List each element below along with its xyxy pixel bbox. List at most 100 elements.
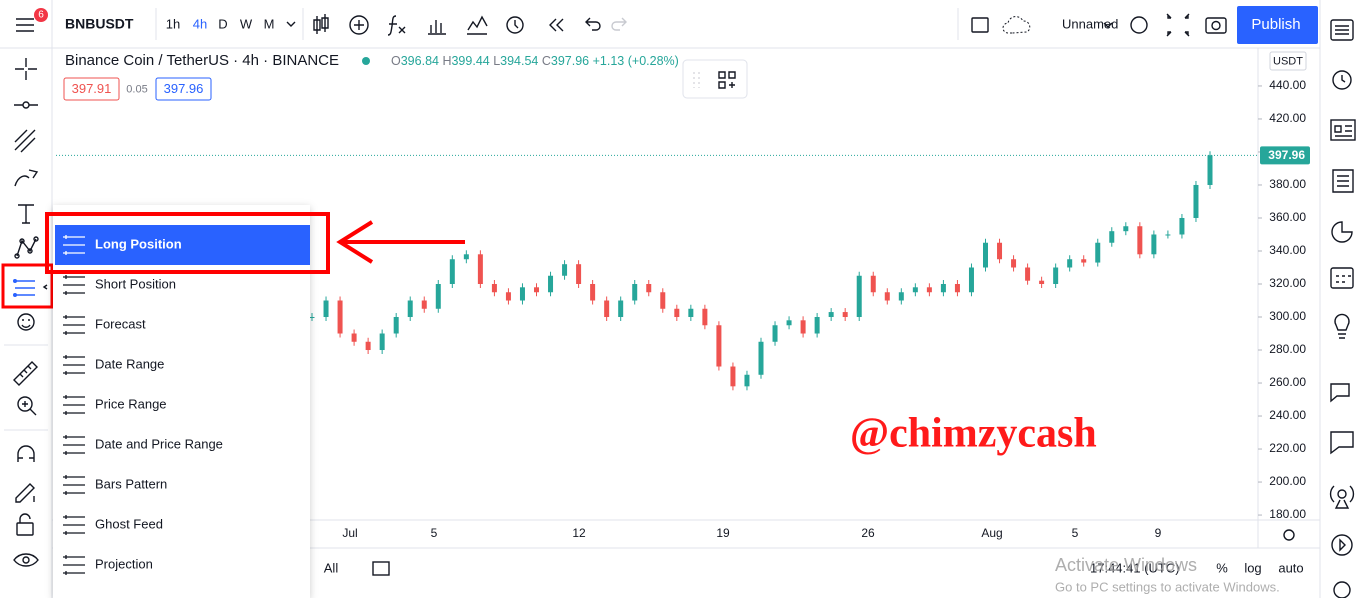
interval[interactable]: D bbox=[218, 16, 227, 31]
menu-item-active bbox=[55, 225, 310, 265]
ask-box[interactable] bbox=[155, 77, 212, 101]
ohlc-key: H bbox=[442, 54, 451, 68]
candle-body bbox=[1067, 259, 1073, 268]
candle-body bbox=[393, 317, 399, 334]
interval-active[interactable]: 4h bbox=[193, 16, 207, 31]
candle-body bbox=[898, 292, 904, 301]
y-tick-label: 420.00 bbox=[1269, 111, 1306, 125]
menu-item-icon bbox=[63, 435, 85, 455]
auto-toggle[interactable]: auto bbox=[1278, 560, 1303, 575]
candle-body bbox=[379, 333, 385, 351]
toolbar-icons[interactable] bbox=[313, 14, 627, 36]
menu-item-icon bbox=[63, 235, 85, 255]
bid-box[interactable] bbox=[63, 77, 120, 101]
menu-item[interactable]: Price Range bbox=[95, 396, 167, 411]
left-toolbar-icons[interactable] bbox=[4, 58, 48, 567]
candle-body bbox=[1193, 184, 1199, 218]
candle-body bbox=[365, 341, 371, 351]
candle-body bbox=[814, 317, 820, 334]
candle-body bbox=[519, 287, 525, 301]
range-all[interactable]: All bbox=[324, 560, 339, 575]
floating-toolbar[interactable] bbox=[682, 59, 748, 99]
currency-box bbox=[1269, 51, 1307, 71]
x-tick-label: 5 bbox=[1072, 526, 1079, 540]
price-axis: 180.00 200.00 220.00 240.00 260.00 280.00 300.… bbox=[1258, 78, 1310, 521]
symbol[interactable]: BNBUSDT bbox=[65, 16, 134, 32]
log-toggle[interactable]: log bbox=[1244, 560, 1261, 575]
snapshot[interactable] bbox=[1205, 17, 1227, 34]
axis-settings[interactable] bbox=[1283, 529, 1295, 541]
ohlc-key: O bbox=[391, 54, 401, 68]
candle-body bbox=[968, 267, 974, 293]
candle-body bbox=[1207, 155, 1213, 185]
candle-body bbox=[702, 308, 708, 326]
menu-item[interactable]: Short Position bbox=[95, 276, 176, 291]
ohlc-value: 396.84 bbox=[401, 54, 439, 68]
candle-body bbox=[646, 284, 652, 293]
y-tick-label: 260.00 bbox=[1269, 375, 1306, 389]
candle-body bbox=[1123, 226, 1129, 232]
layout-toggle[interactable] bbox=[971, 17, 989, 33]
candle-body bbox=[828, 312, 834, 318]
candle-body bbox=[870, 275, 876, 293]
top-bar bbox=[0, 0, 1320, 48]
interval-dropdown[interactable] bbox=[286, 21, 296, 27]
interval[interactable]: M bbox=[264, 16, 275, 31]
menu-item[interactable]: Long Position bbox=[95, 236, 182, 251]
interval[interactable]: W bbox=[240, 16, 253, 31]
menu-item-icon bbox=[63, 515, 85, 535]
menu-item[interactable]: Date Range bbox=[95, 356, 164, 371]
y-tick-label: 440.00 bbox=[1269, 78, 1306, 92]
menu-item[interactable]: Date and Price Range bbox=[95, 436, 223, 451]
settings[interactable] bbox=[1130, 16, 1148, 34]
candle-body bbox=[1165, 234, 1171, 236]
candle-body bbox=[337, 300, 343, 334]
menu-item-icon bbox=[63, 475, 85, 495]
menu-item[interactable]: Projection bbox=[95, 556, 153, 571]
layout-name[interactable]: Unnamed bbox=[1062, 16, 1118, 31]
notification-badge bbox=[34, 8, 48, 22]
os-notice-text: Go to PC settings to activate Windows. bbox=[1055, 579, 1280, 594]
publish-button[interactable] bbox=[1237, 6, 1318, 44]
menu-button[interactable] bbox=[16, 18, 34, 32]
x-tick-label: 12 bbox=[572, 526, 586, 540]
y-tick-label: 240.00 bbox=[1269, 408, 1306, 422]
tools-menu-items: Long Position Short Position Forecast Date … bbox=[55, 225, 310, 575]
x-tick-label: Jul bbox=[342, 526, 357, 540]
menu-item[interactable]: Forecast bbox=[95, 316, 146, 331]
right-toolbar-icons[interactable] bbox=[1329, 19, 1356, 598]
date-range-icon[interactable] bbox=[372, 561, 390, 576]
price-chart bbox=[56, 151, 1258, 391]
y-tick-label: 220.00 bbox=[1269, 441, 1306, 455]
ohlc-value: 399.44 bbox=[451, 54, 489, 68]
y-tick-label: 380.00 bbox=[1269, 177, 1306, 191]
candle-body bbox=[576, 264, 582, 284]
layout-dropdown[interactable] bbox=[1103, 22, 1113, 28]
candle-body bbox=[674, 308, 680, 318]
ohlc-value: 394.54 bbox=[500, 54, 538, 68]
clock: 17:44:41 (UTC) bbox=[1090, 560, 1180, 575]
ohlc: O396.84 H399.44 L394.54 C397.96 +1.13 (+… bbox=[391, 54, 679, 68]
interval[interactable]: 1h bbox=[166, 16, 180, 31]
fullscreen[interactable] bbox=[1166, 13, 1190, 37]
ohlc-value: 397.96 bbox=[551, 54, 589, 68]
candle-body bbox=[912, 287, 918, 293]
ohlc-key: C bbox=[542, 54, 551, 68]
y-tick-label: 340.00 bbox=[1269, 243, 1306, 257]
candle-body bbox=[477, 254, 483, 284]
highlight-box bbox=[1, 263, 54, 309]
spread: 0.05 bbox=[126, 83, 147, 95]
candle-body bbox=[884, 292, 890, 301]
candle-body bbox=[309, 317, 315, 319]
y-tick-label: 180.00 bbox=[1269, 507, 1306, 521]
change: +1.13 (+0.28%) bbox=[593, 54, 679, 68]
candle-body bbox=[449, 259, 455, 284]
candle-body bbox=[1039, 280, 1045, 284]
menu-item[interactable]: Ghost Feed bbox=[95, 516, 163, 531]
watermark: @chimzycash bbox=[850, 411, 1097, 457]
percent-toggle[interactable]: % bbox=[1216, 560, 1228, 575]
last-price-label: 397.96 bbox=[1268, 148, 1305, 162]
menu-item[interactable]: Bars Pattern bbox=[95, 476, 167, 491]
candle-body bbox=[1025, 267, 1031, 281]
candle-body bbox=[435, 284, 441, 309]
